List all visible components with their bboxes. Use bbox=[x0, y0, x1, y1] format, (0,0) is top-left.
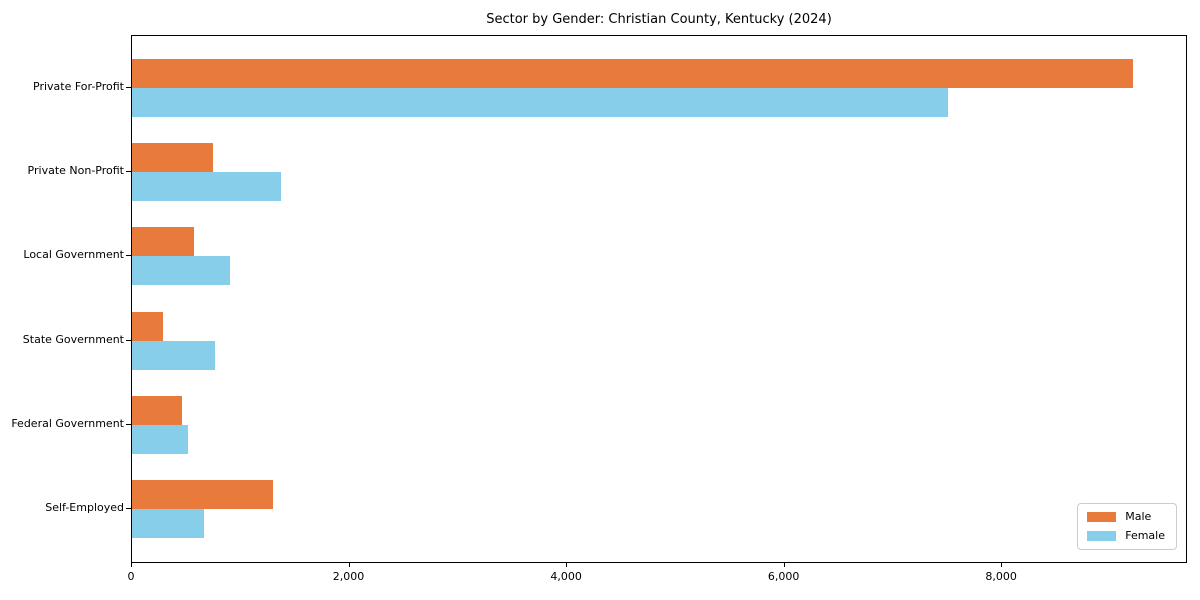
bar-female-4 bbox=[132, 340, 215, 370]
y-tick-label: Local Government bbox=[23, 248, 124, 262]
legend-entry-male: Male bbox=[1087, 511, 1165, 523]
y-tick-label: State Government bbox=[22, 332, 124, 346]
y-tick-mark bbox=[126, 508, 131, 509]
legend-entry-female: Female bbox=[1087, 530, 1165, 542]
y-tick-mark bbox=[126, 423, 131, 425]
bar-female-6 bbox=[132, 509, 204, 538]
bar-male-1 bbox=[132, 59, 1133, 88]
legend-swatch-male bbox=[1087, 512, 1117, 522]
bar-female-5 bbox=[132, 424, 188, 454]
y-tick-label: Private Non-Profit bbox=[27, 164, 124, 178]
x-tick-label: 4,000 bbox=[550, 570, 582, 583]
x-tick-label: 8,000 bbox=[985, 570, 1017, 583]
x-tick-label: 0 bbox=[127, 570, 135, 583]
y-tick-mark bbox=[126, 87, 131, 88]
y-tick-mark bbox=[126, 255, 131, 257]
bar-female-3 bbox=[132, 256, 230, 286]
bar-male-2 bbox=[132, 143, 213, 173]
legend: Male Female bbox=[1077, 503, 1177, 550]
x-tick-mark bbox=[783, 563, 785, 567]
x-tick-mark bbox=[566, 563, 568, 567]
bar-female-1 bbox=[132, 88, 948, 117]
legend-swatch-female bbox=[1087, 531, 1117, 541]
y-tick-label: Private For-Profit bbox=[33, 80, 124, 93]
chart-title: Sector by Gender: Christian County, Kent… bbox=[486, 12, 832, 27]
y-tick-label: Federal Government bbox=[11, 416, 124, 430]
legend-label-male: Male bbox=[1125, 510, 1152, 523]
y-tick-mark bbox=[126, 339, 131, 341]
y-tick-label: Self-Employed bbox=[45, 501, 124, 514]
legend-label-female: Female bbox=[1125, 529, 1165, 542]
bar-male-3 bbox=[132, 227, 194, 257]
bar-male-5 bbox=[132, 395, 182, 425]
bar-female-2 bbox=[132, 172, 281, 202]
x-tick-mark bbox=[348, 563, 350, 567]
x-tick-label: 6,000 bbox=[767, 570, 800, 583]
x-tick-label: 2,000 bbox=[332, 570, 365, 583]
y-tick-mark bbox=[126, 171, 131, 173]
x-tick-mark bbox=[131, 563, 132, 567]
x-tick-mark bbox=[1001, 563, 1003, 567]
plot-area: Male Female bbox=[131, 35, 1187, 563]
bar-male-4 bbox=[132, 311, 163, 341]
bar-male-6 bbox=[132, 480, 274, 509]
